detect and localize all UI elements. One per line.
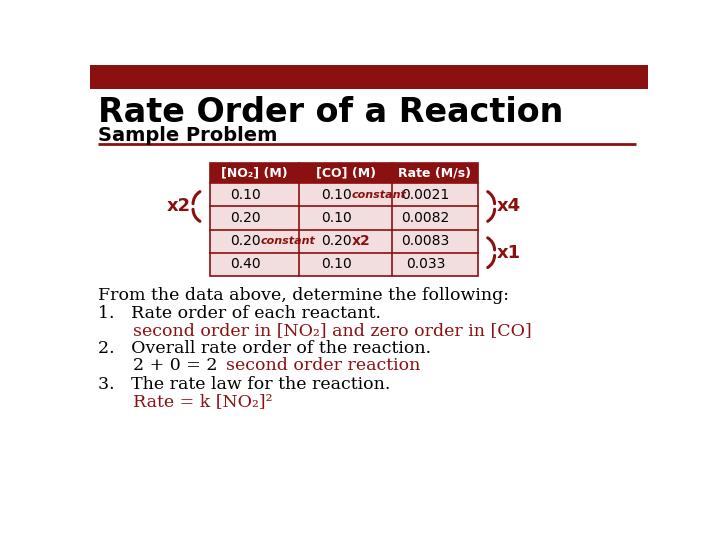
- Bar: [210, 253, 477, 276]
- Text: 0.0083: 0.0083: [402, 234, 450, 248]
- Text: 0.0021: 0.0021: [402, 188, 450, 202]
- Text: Sample Problem: Sample Problem: [98, 126, 277, 145]
- Bar: [210, 184, 477, 206]
- Bar: [210, 230, 477, 253]
- Text: Rate = k [NO₂]²: Rate = k [NO₂]²: [132, 393, 272, 410]
- Text: constant: constant: [261, 236, 316, 246]
- Text: x2: x2: [167, 198, 192, 215]
- Text: 0.20: 0.20: [230, 211, 261, 225]
- Text: 0.10: 0.10: [230, 188, 261, 202]
- Text: Rate Order of a Reaction: Rate Order of a Reaction: [98, 96, 563, 129]
- Text: 0.10: 0.10: [321, 188, 352, 202]
- Text: 0.0082: 0.0082: [402, 211, 450, 225]
- Text: 0.20: 0.20: [230, 234, 261, 248]
- Text: constant: constant: [352, 190, 407, 200]
- Bar: [210, 164, 477, 276]
- Text: 3.   The rate law for the reaction.: 3. The rate law for the reaction.: [98, 376, 390, 393]
- Text: x1: x1: [496, 244, 521, 262]
- Text: [CO] (M): [CO] (M): [316, 167, 376, 180]
- Text: 0.40: 0.40: [230, 257, 261, 271]
- Text: second order reaction: second order reaction: [225, 357, 420, 374]
- Text: 0.10: 0.10: [321, 257, 352, 271]
- Text: x4: x4: [496, 198, 521, 215]
- Text: 1.   Rate order of each reactant.: 1. Rate order of each reactant.: [98, 305, 381, 322]
- Text: 0.10: 0.10: [321, 211, 352, 225]
- Text: 2 + 0 = 2: 2 + 0 = 2: [132, 357, 217, 374]
- Text: Rate (M/s): Rate (M/s): [398, 167, 472, 180]
- Text: second order in [NO₂] and zero order in [CO]: second order in [NO₂] and zero order in …: [132, 322, 531, 339]
- Text: 0.20: 0.20: [321, 234, 352, 248]
- Text: [NO₂] (M): [NO₂] (M): [221, 167, 288, 180]
- Text: From the data above, determine the following:: From the data above, determine the follo…: [98, 287, 509, 303]
- Text: 2.   Overall rate order of the reaction.: 2. Overall rate order of the reaction.: [98, 340, 431, 357]
- Text: x2: x2: [352, 234, 371, 248]
- Text: 0.033: 0.033: [406, 257, 445, 271]
- Bar: [90, 65, 648, 90]
- Bar: [210, 206, 477, 230]
- Bar: [210, 164, 477, 184]
